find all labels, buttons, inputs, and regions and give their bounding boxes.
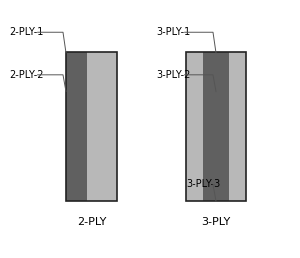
Bar — [66, 52, 87, 201]
Text: 2-PLY-1: 2-PLY-1 — [9, 27, 44, 37]
Text: 3-PLY: 3-PLY — [201, 217, 231, 227]
Bar — [203, 52, 229, 201]
Bar — [186, 52, 246, 201]
Bar — [186, 52, 203, 201]
Text: 2-PLY-2: 2-PLY-2 — [9, 70, 44, 80]
Text: 2-PLY: 2-PLY — [77, 217, 106, 227]
Text: 3-PLY-1: 3-PLY-1 — [156, 27, 190, 37]
Bar — [87, 52, 117, 201]
Bar — [66, 52, 117, 201]
Text: 3-PLY-3: 3-PLY-3 — [186, 180, 220, 189]
Bar — [229, 52, 246, 201]
Text: 3-PLY-2: 3-PLY-2 — [156, 70, 190, 80]
